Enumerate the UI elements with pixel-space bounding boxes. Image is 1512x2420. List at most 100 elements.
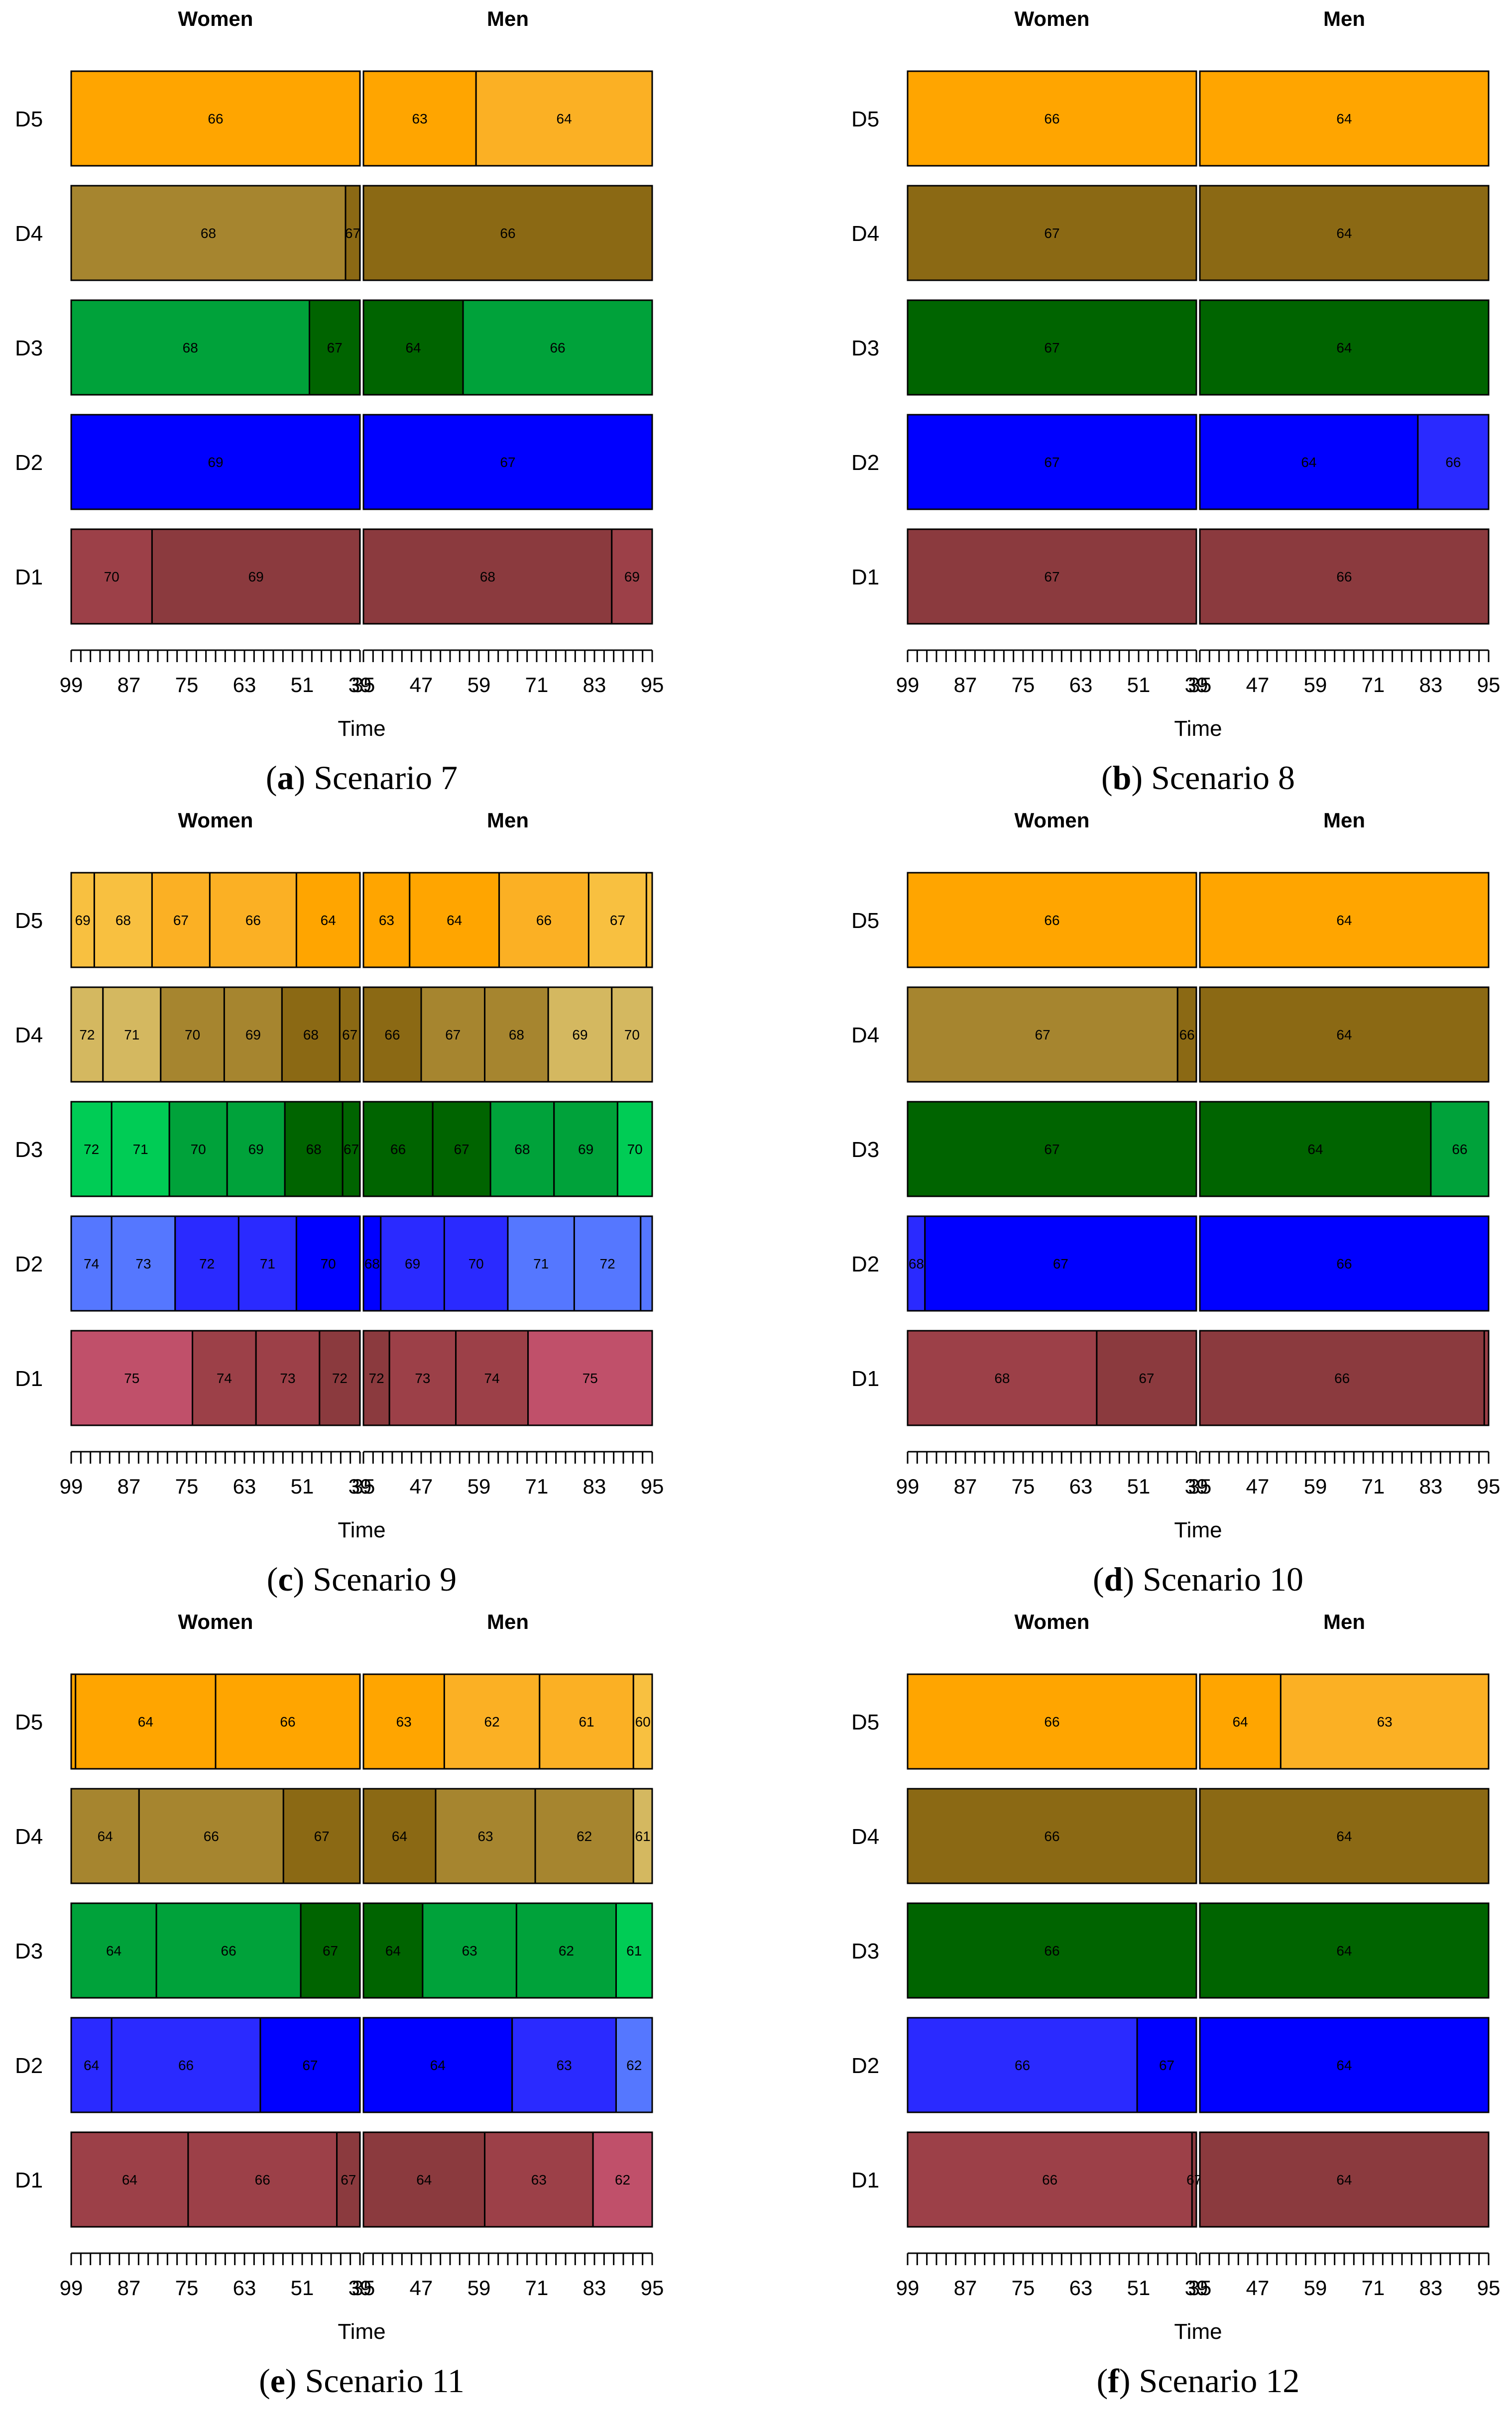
men-segment-d5: [645, 872, 653, 968]
x-axis-label: Time: [338, 716, 385, 741]
tick-label: 63: [1069, 673, 1093, 696]
x-axis-label: Time: [338, 1518, 385, 1542]
tick-label: 47: [410, 2276, 433, 2300]
women-segment-d1: [907, 2131, 1193, 2228]
men-segment-d5: [409, 872, 500, 968]
tick-label: 39: [1185, 1475, 1208, 1498]
women-segment-d5: [70, 872, 95, 968]
men-segment-d2: [1417, 414, 1490, 510]
tick-label: 83: [1419, 2276, 1443, 2300]
women-header: Women: [178, 808, 253, 832]
segment-label: 64: [405, 340, 421, 355]
panel-caption: (b) Scenario 8: [1101, 759, 1295, 797]
row-label-d3: D3: [15, 1138, 43, 1162]
segment-label: 67: [1139, 1371, 1154, 1386]
men-segment-d2: [507, 1215, 575, 1312]
men-segment-d1: [362, 2131, 486, 2228]
segment-label: 67: [302, 2058, 318, 2073]
men-segment-d2: [362, 2017, 513, 2113]
x-axis-label: Time: [1174, 2319, 1222, 2344]
segment-label: 66: [255, 2172, 270, 2188]
segment-label: 68: [201, 226, 216, 241]
row-label-d2: D2: [851, 451, 879, 475]
women-segment-d3: [70, 299, 310, 396]
segment-label: 70: [624, 1027, 640, 1042]
segment-label: 68: [306, 1142, 322, 1157]
segment-label: 67: [1035, 1027, 1050, 1042]
tick-label: 75: [175, 1475, 199, 1498]
men-segment-d1: [388, 1330, 457, 1426]
segment-label: 64: [138, 1714, 153, 1729]
segment-label: 68: [116, 913, 131, 928]
tick-label: 87: [954, 2276, 977, 2300]
segment-label: 67: [323, 1943, 338, 1959]
tick-label: 35: [1188, 2276, 1212, 2300]
tick-label: 63: [233, 2276, 256, 2300]
segment-label: 64: [1307, 1142, 1323, 1157]
segment-label: 73: [415, 1371, 430, 1386]
row-label-d1: D1: [15, 1367, 43, 1391]
tick-label: 51: [1127, 2276, 1151, 2300]
women-segment-d3: [907, 299, 1197, 396]
tick-label: 75: [1012, 673, 1035, 696]
men-segment-d3: [362, 1902, 424, 1999]
men-segment-d3: [616, 1101, 653, 1197]
segment-label: 70: [468, 1256, 484, 1271]
tick-label: 83: [583, 1475, 606, 1498]
women-segment-d3: [226, 1101, 286, 1197]
men-segment-d1: [1199, 528, 1490, 625]
row-label-d4: D4: [851, 1825, 879, 1849]
row-label-d3: D3: [15, 1939, 43, 1963]
segment-label: 67: [314, 1829, 330, 1844]
segment-label: 66: [384, 1027, 400, 1042]
panel-caption: (e) Scenario 11: [259, 2362, 465, 2400]
women-segment-d1: [907, 1330, 1098, 1426]
panel-caption: (f) Scenario 12: [1097, 2362, 1300, 2400]
women-segment-d2: [237, 1215, 297, 1312]
row-label-d5: D5: [851, 107, 879, 131]
row-label-d2: D2: [851, 1252, 879, 1276]
segment-label: 68: [183, 340, 198, 355]
women-segment-d5: [209, 872, 297, 968]
tick-label: 51: [291, 673, 314, 696]
segment-label: 67: [327, 340, 343, 355]
segment-label: 72: [199, 1256, 215, 1271]
men-segment-d5: [1199, 872, 1490, 968]
scenario-panel-f: Women Men D5 66 64 63 D4 66 64 D3 66 64 D2 66 67 64 D1 66…: [851, 1610, 1500, 2400]
women-segment-d1: [187, 2131, 338, 2228]
segment-label: 66: [1044, 913, 1059, 928]
panel-caption: (a) Scenario 7: [266, 759, 458, 797]
segment-label: 72: [79, 1027, 95, 1042]
men-segment-d3: [489, 1101, 555, 1197]
segment-label: 67: [610, 913, 625, 928]
men-segment-d1: [1483, 1330, 1490, 1426]
tick-label: 83: [1419, 1475, 1443, 1498]
segment-label: 66: [1015, 2058, 1030, 2073]
women-segment-d5: [907, 1673, 1197, 1770]
women-segment-d4: [102, 986, 162, 1083]
segment-label: 64: [1233, 1714, 1248, 1729]
segment-label: 64: [392, 1829, 407, 1844]
segment-label: 69: [578, 1142, 593, 1157]
men-header: Men: [487, 7, 529, 30]
segment-label: 64: [106, 1943, 121, 1959]
segment-label: 64: [1336, 2058, 1352, 2073]
segment-label: 69: [248, 1142, 264, 1157]
segment-label: 63: [412, 111, 428, 126]
women-header: Women: [178, 1610, 253, 1633]
tick-label: 99: [896, 2276, 920, 2300]
women-segment-d1: [907, 528, 1197, 625]
segment-label: 75: [582, 1371, 598, 1386]
segment-label: 60: [635, 1714, 651, 1729]
women-segment-d2: [174, 1215, 239, 1312]
row-label-d4: D4: [851, 222, 879, 246]
segment-label: 62: [615, 2172, 630, 2188]
men-segment-d4: [611, 986, 653, 1083]
segment-label: 63: [531, 2172, 547, 2188]
segment-label: 67: [344, 1142, 359, 1157]
tick-label: 47: [1246, 1475, 1270, 1498]
segment-label: 64: [385, 1943, 401, 1959]
men-segment-d2: [1199, 1215, 1490, 1312]
tick-label: 35: [1188, 673, 1212, 696]
scenario-panel-e: Women Men D5 64 66 63 62 61 60 D4 64 66 67 64 63 62 61 D3…: [15, 1610, 664, 2400]
